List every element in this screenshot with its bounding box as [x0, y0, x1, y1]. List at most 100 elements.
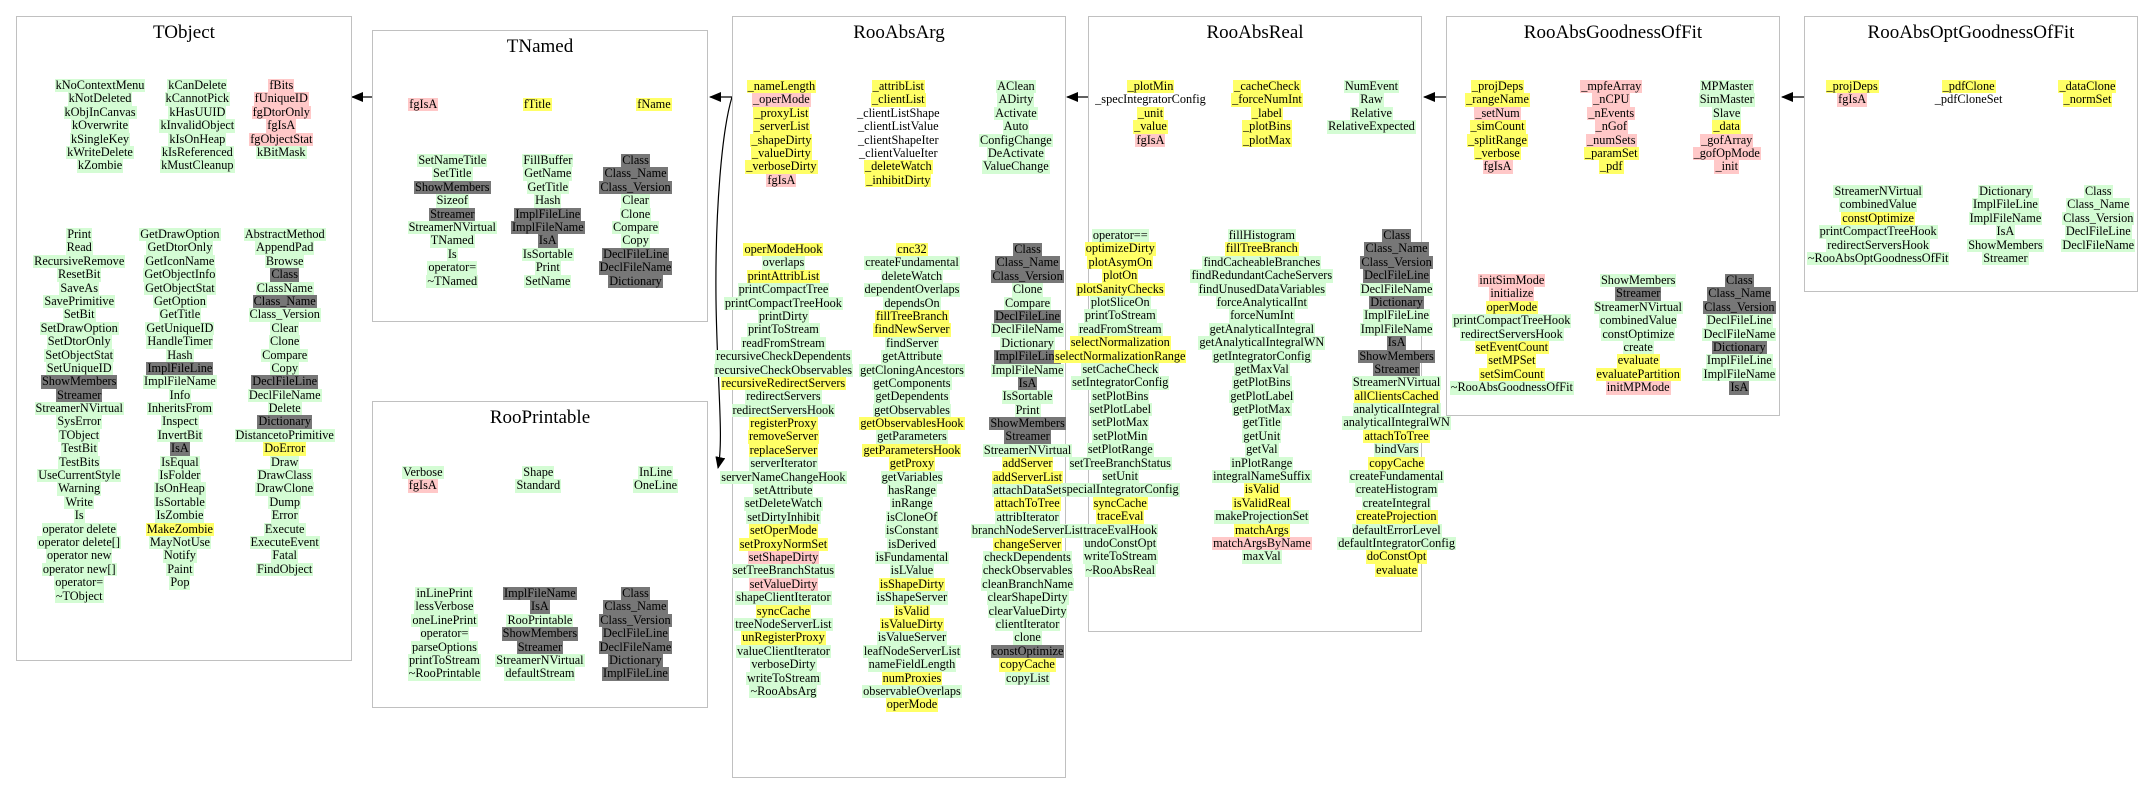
member-item: ShowMembers [1599, 273, 1677, 288]
member-item: Streamer [1004, 429, 1051, 444]
member-item: IsEqual [160, 454, 200, 470]
member-item: ExecuteEvent [249, 534, 320, 550]
member-item: _numSets [1586, 132, 1637, 147]
member-group: inLinePrint lessVerbose oneLinePrint operat… [373, 586, 707, 681]
member-item: _pdfCloneSet [1934, 92, 2003, 107]
member-item: createHistogram [1354, 482, 1439, 497]
member-item: traceEval [1096, 509, 1145, 524]
class-box-rooabsreal: RooAbsReal _plotMin _specIntegratorConfig… [1054, 16, 1456, 632]
member-item: _value [1133, 119, 1168, 134]
member-item: _verboseDirty [745, 159, 818, 174]
member-column: _nameLength _operMode _proxyList _serverLis… [745, 79, 818, 188]
member-item: _deleteWatch [863, 159, 933, 174]
member-item: Fatal [271, 548, 298, 563]
member-item: fgObjectStat [249, 131, 314, 146]
member-item: printCompactTreeHook [723, 295, 843, 310]
member-item: ImplFileLine [514, 206, 582, 221]
member-item: ImplFileName [143, 374, 217, 389]
member-item: fillTreeBranch [875, 308, 949, 324]
member-item: getParametersHook [862, 442, 962, 458]
member-item: _attribList [871, 79, 925, 94]
member-item: StreamerNVirtual [34, 401, 124, 416]
member-item: operator new[] [41, 561, 117, 577]
member-item: DrawClone [255, 481, 315, 496]
member-item: selectNormalization [1069, 335, 1171, 350]
member-column: Class Class_Name Class_Version DeclFileLine… [598, 586, 673, 681]
member-item: ImplFileName [1702, 366, 1777, 382]
member-item: Class [1725, 273, 1754, 288]
member-item: Clear [270, 320, 300, 336]
member-item: deleteWatch [880, 268, 944, 284]
member-column: inLinePrint lessVerbose oneLinePrint operat… [407, 586, 482, 681]
member-item: GetOption [152, 293, 207, 309]
member-item: OneLine [633, 478, 679, 493]
member-column: fBits fUniqueID fgDtorOnly fgIsA fgObjectSta… [249, 78, 314, 173]
member-item: recursiveRedirectServers [720, 375, 847, 391]
member-item: kNoContextMenu [54, 78, 146, 93]
member-item: DoError [263, 441, 307, 456]
member-item: ~TNamed [426, 273, 479, 288]
member-item: printToStream [747, 322, 820, 337]
member-item: Class [1013, 242, 1042, 257]
member-column: ImplFileName IsA RooPrintable ShowMembers St… [495, 586, 585, 681]
member-item: Error [270, 508, 299, 523]
member-item: kZombie [76, 158, 124, 173]
member-item: MPMaster [1699, 79, 1754, 94]
member-item: Streamer [1373, 361, 1420, 377]
member-item: operator= [419, 626, 470, 641]
member-item: _clientListShape [856, 105, 940, 120]
member-column: MPMaster SimMaster Slave _data _gofArray _gof… [1692, 79, 1761, 174]
member-item: Streamer [516, 639, 564, 654]
member-item: GetObjectInfo [143, 267, 217, 282]
member-item: dependsOn [883, 295, 941, 310]
member-item: _unit [1136, 105, 1165, 121]
member-item: DeclFileLine [1705, 313, 1773, 328]
member-item: operator delete[] [37, 534, 121, 550]
member-item: Dictionary [1712, 339, 1767, 355]
member-item: makeProjectionSet [1214, 509, 1310, 524]
member-item: undoConstOpt [1083, 535, 1158, 551]
member-item: Print [66, 227, 93, 242]
member-column: Class Class_Name Class_Version DeclFileLine… [1337, 228, 1456, 578]
member-item: DeclFileName [598, 260, 673, 275]
member-item: DeclFileName [990, 322, 1065, 337]
member-item: MayNotUse [148, 534, 211, 550]
member-item: ImplFileLine [994, 349, 1061, 364]
member-item: serverNameChangeHook [720, 469, 847, 485]
member-item: Relative [1349, 105, 1393, 121]
member-item: Dictionary [608, 273, 663, 288]
member-item: plotSliceOn [1089, 294, 1151, 310]
member-item: _clientList [871, 92, 926, 107]
member-item: _dataClone [2058, 79, 2117, 94]
member-item: Dictionary [257, 414, 312, 429]
member-item: getDependents [874, 389, 950, 404]
member-item: _nEvents [1587, 105, 1636, 121]
member-item: combinedValue [1838, 197, 1918, 212]
member-item: createProjection [1355, 509, 1438, 524]
member-item: clone [1013, 630, 1042, 645]
member-item: Print [1014, 402, 1041, 418]
member-item: maxVal [1242, 549, 1282, 564]
member-item: createIntegral [1361, 495, 1432, 511]
member-item: getPlotBins [1232, 375, 1292, 390]
member-item: isShapeServer [875, 590, 949, 605]
member-column: kNoContextMenu kNotDeleted kObjInCanvas kOv… [54, 78, 146, 173]
member-item: ImplFileName [510, 219, 585, 235]
member-item: getComponents [872, 375, 952, 391]
member-item: setIntegratorConfig [1071, 375, 1170, 390]
member-item: initMPMode [1605, 380, 1671, 395]
member-item: kInvalidObject [159, 118, 236, 133]
member-item: AppendPad [255, 240, 315, 255]
member-column: _plotMin _specIntegratorConfig _unit _value… [1094, 79, 1207, 147]
member-item: Raw [1359, 92, 1384, 107]
member-item: Class_Name [1707, 286, 1772, 301]
member-item: setPlotMin [1092, 428, 1149, 444]
member-item: cnc32 [896, 242, 928, 257]
member-item: analyticalIntegralWN [1342, 415, 1451, 430]
member-item: changeServer [993, 536, 1063, 551]
member-item: isValid [1243, 482, 1280, 497]
member-item: ClassName [255, 280, 314, 295]
member-item: dependentOverlaps [863, 282, 961, 297]
member-item: getAnalyticalIntegral [1208, 321, 1316, 337]
member-item: setPlotBins [1091, 388, 1150, 404]
